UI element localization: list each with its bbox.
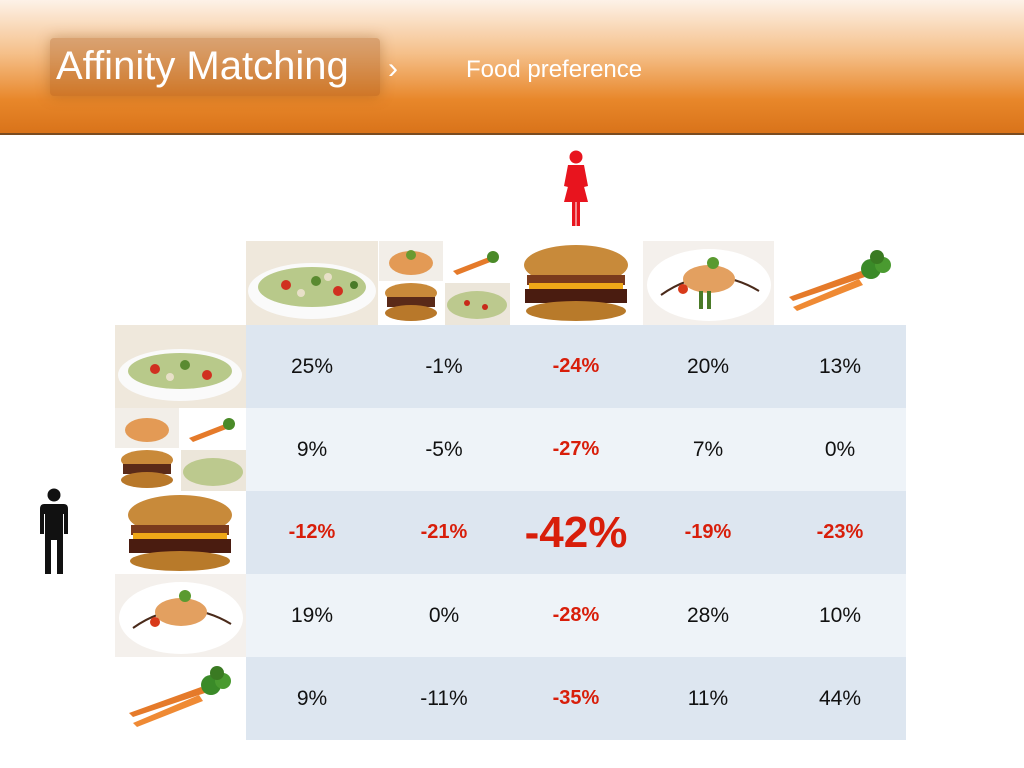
grid-row-background xyxy=(246,491,906,574)
grid-row-background xyxy=(246,325,906,408)
grid-cell: 11% xyxy=(687,686,729,710)
grid-cell: 19% xyxy=(290,603,334,627)
grid-cell: 7% xyxy=(692,437,724,461)
grid-cell: 13% xyxy=(818,354,862,378)
breadcrumb-chevron-icon: › xyxy=(388,52,398,85)
col-food-fish-image xyxy=(643,241,774,325)
row-food-mixed-image xyxy=(115,408,246,491)
grid-cell: 20% xyxy=(686,354,730,378)
female-figure-icon xyxy=(558,150,594,233)
col-food-salad-image xyxy=(246,241,378,325)
grid-cell: 0% xyxy=(428,603,460,627)
page-title: Affinity Matching xyxy=(56,44,349,88)
row-food-fish-image xyxy=(115,574,246,657)
grid-cell: 28% xyxy=(686,603,730,627)
grid-cell: -23% xyxy=(816,521,864,543)
grid-cell: -5% xyxy=(425,437,463,461)
grid-cell: -27% xyxy=(552,438,600,460)
grid-cell: 25% xyxy=(290,354,334,378)
row-food-carrot-image xyxy=(115,657,246,740)
title-highlight xyxy=(50,38,380,96)
grid-row-background xyxy=(246,408,906,491)
grid-cell: 44% xyxy=(818,686,862,710)
grid-cell: -12% xyxy=(288,521,336,543)
grid-cell: -42% xyxy=(524,507,628,557)
grid-row-background xyxy=(246,574,906,657)
row-food-burger-image xyxy=(115,491,246,574)
col-food-mixed-image xyxy=(379,241,510,325)
grid-cell: 0% xyxy=(824,437,856,461)
grid-cell: -1% xyxy=(425,354,463,378)
header-bar: Affinity Matching › Food preference xyxy=(0,0,1024,135)
grid-cell: 9% xyxy=(296,437,328,461)
grid-cell: -24% xyxy=(552,355,600,377)
row-food-salad-image xyxy=(115,325,246,408)
page-subtitle: Food preference xyxy=(466,56,643,83)
grid-row-background xyxy=(246,657,906,740)
grid-cell: 9% xyxy=(296,686,328,710)
col-food-carrot-image xyxy=(775,241,906,325)
grid-cell: -28% xyxy=(552,604,600,626)
affinity-grid: 25% -1% -24% 20% 13% 9% -5% -27% 7% 0% -12% -21% -42… xyxy=(246,325,906,740)
male-figure-icon xyxy=(38,488,70,581)
grid-cell: -11% xyxy=(420,686,468,710)
grid-cell: -35% xyxy=(552,687,600,709)
grid-cell: 10% xyxy=(818,603,862,627)
col-food-burger-image xyxy=(511,241,642,325)
grid-cell: -21% xyxy=(420,521,468,543)
grid-cell: -19% xyxy=(684,521,732,543)
